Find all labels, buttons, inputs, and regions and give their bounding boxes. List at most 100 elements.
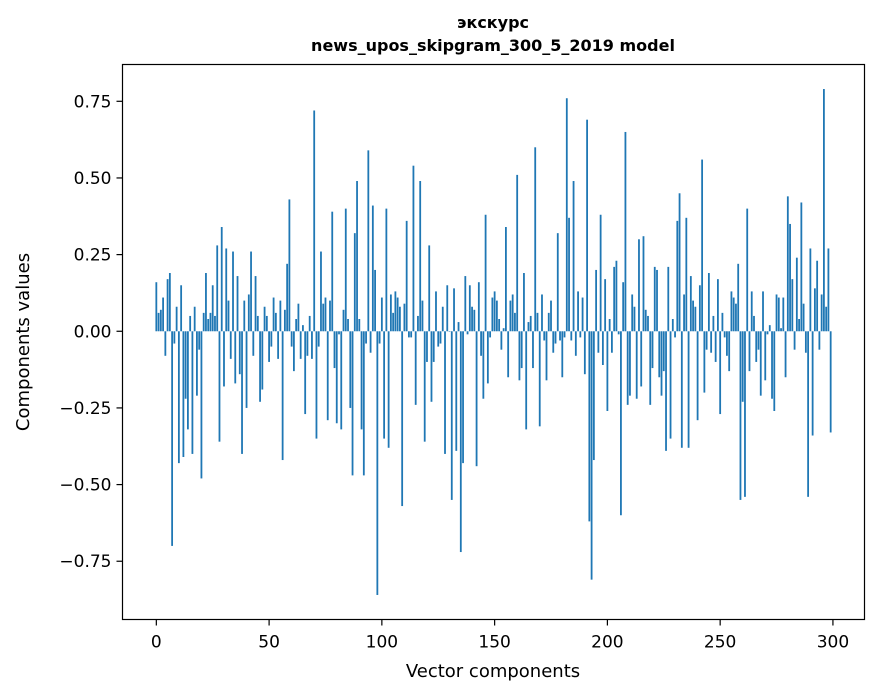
bar-component-90: [358, 319, 361, 332]
bar-component-113: [410, 331, 413, 338]
bar-component-45: [256, 315, 259, 332]
bar-component-22: [205, 273, 207, 332]
bar-component-293: [816, 260, 819, 332]
bar-component-183: [568, 217, 570, 332]
bar-component-215: [640, 331, 643, 387]
bar-component-119: [423, 331, 426, 442]
bar-component-44: [254, 276, 257, 332]
bar-component-4: [164, 331, 167, 356]
bar-component-139: [468, 285, 471, 332]
bar-component-240: [696, 331, 699, 421]
bar-component-172: [543, 331, 546, 341]
bar-component-71: [315, 331, 318, 439]
bar-component-3: [162, 297, 164, 332]
bar-component-181: [563, 331, 566, 338]
bar-component-89: [356, 181, 358, 332]
bar-component-206: [620, 331, 622, 516]
bar-component-258: [737, 263, 740, 332]
bar-component-154: [502, 328, 505, 332]
bar-component-291: [811, 331, 814, 436]
bar-component-143: [477, 282, 480, 332]
bar-component-187: [577, 291, 579, 332]
bar-component-128: [444, 331, 446, 454]
bar-component-81: [338, 331, 340, 335]
bar-component-55: [279, 300, 282, 332]
bar-component-66: [304, 331, 307, 415]
bar-component-137: [464, 276, 467, 332]
bar-component-58: [286, 263, 289, 332]
bar-component-151: [495, 300, 498, 332]
bar-component-278: [782, 297, 785, 332]
bar-component-169: [536, 312, 539, 332]
bar-component-12: [182, 331, 185, 457]
bar-component-32: [227, 300, 230, 332]
bar-component-283: [793, 331, 796, 350]
bar-component-97: [374, 269, 376, 332]
bar-component-93: [365, 331, 367, 344]
bar-component-51: [270, 331, 273, 347]
bar-component-177: [554, 331, 557, 344]
bar-component-212: [633, 306, 636, 332]
bar-component-131: [450, 331, 453, 500]
bar-component-224: [660, 331, 663, 396]
bar-component-155: [505, 227, 507, 332]
bar-component-72: [317, 331, 320, 347]
bar-component-5: [166, 279, 169, 332]
bar-component-52: [272, 297, 275, 332]
bar-component-141: [473, 309, 476, 332]
chart-title: экскурс: [457, 13, 529, 32]
bar-component-231: [676, 220, 679, 332]
bar-component-201: [608, 319, 611, 332]
bar-component-273: [771, 331, 773, 399]
bar-component-264: [750, 291, 753, 332]
bar-component-242: [701, 159, 704, 332]
bar-component-299: [829, 331, 832, 433]
bar-component-268: [759, 331, 762, 396]
bar-component-275: [775, 294, 778, 332]
bar-component-178: [556, 233, 559, 332]
bar-component-115: [414, 331, 417, 405]
bar-component-289: [807, 331, 810, 497]
bar-component-179: [559, 331, 561, 341]
y-axis-ticks: 0.75 0.50 0.25 0.00 −0.25 −0.50 −0.75: [59, 92, 123, 572]
bar-component-34: [232, 251, 234, 332]
bar-component-236: [687, 331, 690, 448]
bar-component-109: [401, 331, 404, 507]
bar-component-16: [191, 331, 194, 454]
bar-component-147: [486, 331, 489, 384]
bar-component-40: [245, 331, 248, 408]
bar-component-245: [707, 273, 710, 332]
bar-component-86: [349, 331, 352, 408]
bar-component-120: [426, 331, 428, 362]
bar-component-188: [579, 331, 582, 338]
bar-component-203: [613, 266, 616, 332]
bar-component-296: [823, 89, 825, 332]
bar-component-168: [534, 147, 537, 332]
bar-component-190: [583, 331, 586, 375]
bar-component-180: [561, 331, 564, 378]
x-tick-label: 100: [366, 633, 398, 653]
bar-component-157: [509, 300, 512, 332]
bar-component-274: [773, 331, 776, 411]
bar-component-2: [159, 309, 162, 332]
bar-component-159: [514, 312, 516, 332]
bar-component-204: [615, 260, 618, 332]
bar-component-99: [378, 331, 381, 344]
bars-group: [155, 89, 832, 595]
bar-component-14: [187, 331, 189, 430]
bar-component-277: [780, 328, 782, 332]
bar-component-148: [489, 331, 492, 338]
bar-component-284: [795, 257, 798, 332]
bar-component-297: [825, 306, 828, 332]
bar-component-223: [658, 331, 661, 378]
bar-component-248: [714, 331, 717, 362]
bar-component-133: [455, 331, 458, 451]
bar-component-42: [250, 251, 252, 332]
bar-component-122: [430, 331, 433, 402]
bar-component-23: [207, 319, 210, 332]
bar-component-205: [617, 331, 620, 335]
bar-component-260: [741, 331, 744, 402]
bar-component-287: [802, 303, 805, 332]
bar-component-33: [229, 331, 232, 359]
